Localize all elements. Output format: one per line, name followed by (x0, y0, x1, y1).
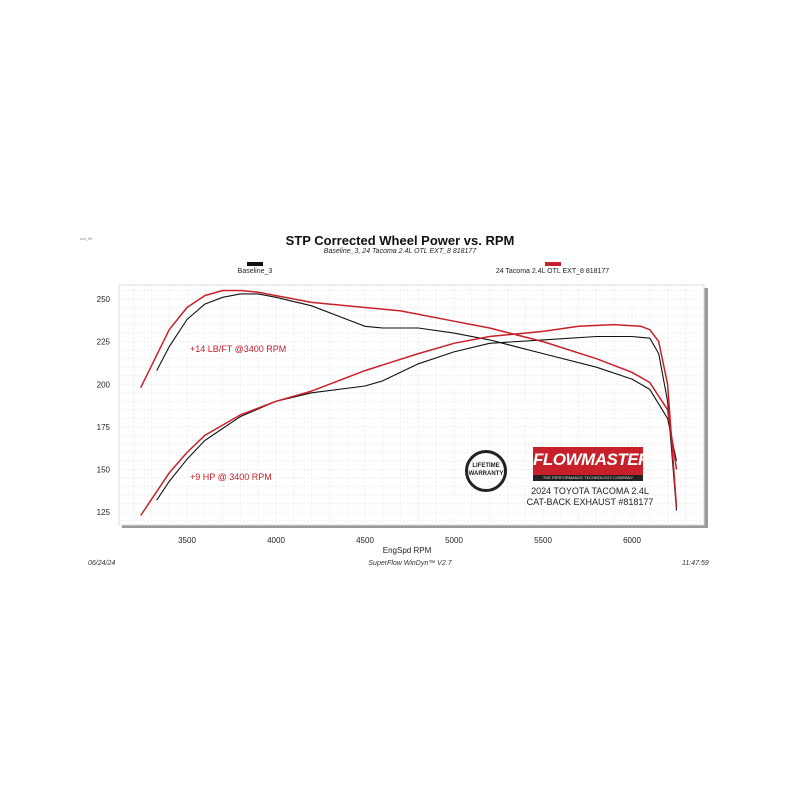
legend-baseline: Baseline_3 (215, 262, 295, 275)
product-line-1: 2024 TOYOTA TACOMA 2.4L (531, 486, 649, 496)
flowmaster-logo: FLOWMASTER THE PERFORMANCE TECHNOLOGY CO… (533, 447, 650, 481)
series-line-torque (156, 293, 678, 462)
footer-software: SuperFlow WinDyn™ V2.7 (368, 560, 452, 567)
series-line-torque (140, 289, 678, 470)
logo-brand: FLOWMASTER (533, 450, 650, 469)
legend-swatch (544, 262, 561, 266)
footer-date: 06/24/24 (88, 560, 116, 567)
legend-swatch (247, 262, 263, 266)
corner-tag: ccc_flb (80, 236, 93, 241)
y-tick-label: 250 (97, 295, 111, 304)
x-axis-label: EngSpd RPM (383, 546, 432, 555)
product-line-2: CAT-BACK EXHAUST #818177 (526, 497, 654, 507)
chart-title: STP Corrected Wheel Power vs. RPM (285, 233, 515, 248)
annotation-torque: +14 LB/FT @3400 RPM (190, 344, 286, 354)
legend-label: 24 Tacoma 2.4L OTL EXT_8 818177 (495, 268, 610, 275)
y-tick-label: 150 (97, 466, 111, 475)
y-tick-label: 125 (97, 508, 111, 517)
x-tick-label: 5000 (445, 536, 463, 545)
y-tick-label: 175 (97, 423, 111, 432)
annotation-power: +9 HP @ 3400 RPM (190, 472, 272, 482)
x-tick-label: 6000 (623, 536, 641, 545)
x-tick-label: 5500 (534, 536, 552, 545)
x-tick-label: 4000 (267, 536, 285, 545)
lifetime-warranty-badge: LIFETIME WARRANTY (465, 450, 507, 492)
logo-tagline: THE PERFORMANCE TECHNOLOGY COMPANY (542, 475, 634, 480)
badge-text: LIFETIME WARRANTY (468, 463, 504, 477)
series-line-power (140, 323, 678, 516)
legend-label: Baseline_3 (237, 268, 273, 275)
series-line-power (156, 335, 678, 511)
legend-tacoma: 24 Tacoma 2.4L OTL EXT_8 818177 (490, 262, 615, 275)
chart-subtitle: Baseline_3, 24 Tacoma 2.4L OTL EXT_8 818… (323, 248, 477, 255)
x-tick-label: 3500 (178, 536, 196, 545)
footer-time: 11:47:59 (682, 560, 709, 567)
x-tick-label: 4500 (356, 536, 374, 545)
y-tick-label: 200 (97, 380, 111, 389)
y-tick-label: 225 (97, 338, 111, 347)
